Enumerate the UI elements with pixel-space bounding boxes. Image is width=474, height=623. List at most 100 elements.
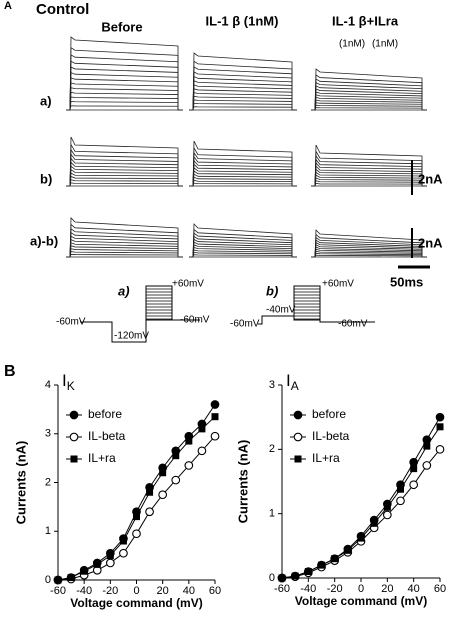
x-axis-label: Voltage command (mV) — [295, 594, 427, 608]
y-tick-label: 0 — [269, 572, 275, 584]
data-point — [397, 485, 404, 493]
column-header: IL-1 β (1nM) — [206, 13, 279, 28]
voltage-label: -60mV — [180, 315, 210, 326]
data-point — [106, 552, 114, 560]
legend-marker — [294, 455, 302, 463]
data-point — [210, 431, 220, 441]
data-point — [331, 555, 339, 563]
current-trace — [66, 105, 183, 111]
data-point — [145, 507, 154, 517]
data-point — [198, 425, 206, 433]
data-point — [172, 452, 180, 460]
data-point — [382, 510, 392, 520]
current-trace — [189, 106, 297, 111]
legend-label: before — [88, 407, 122, 421]
data-point — [171, 475, 181, 485]
data-point — [197, 446, 207, 456]
scale-label: 50ms — [390, 274, 423, 289]
chart-title: IK — [62, 371, 75, 393]
data-point — [105, 558, 115, 568]
title-main: I — [62, 371, 67, 390]
y-tick-label: 1 — [269, 508, 275, 520]
x-axis-label: Voltage command (mV) — [70, 596, 202, 610]
data-point — [304, 568, 312, 576]
data-point — [357, 534, 365, 542]
protocol-line — [80, 319, 200, 343]
data-point — [423, 442, 431, 450]
current-trace — [66, 96, 183, 111]
data-point — [184, 461, 194, 470]
current-trace — [311, 99, 427, 111]
x-tick-label: 0 — [358, 583, 364, 595]
scale-label: 2nA — [418, 235, 443, 250]
y-tick-label: 2 — [45, 476, 51, 488]
x-tick-label: -20 — [102, 585, 118, 597]
title-sub: K — [67, 379, 75, 393]
legend-label: IL+ra — [88, 451, 116, 465]
y-tick-label: 3 — [45, 428, 51, 440]
panel-label: A — [4, 0, 12, 12]
x-tick-label: 60 — [209, 585, 221, 597]
x-tick-label: 40 — [183, 585, 195, 597]
scale-label: 2nA — [418, 171, 443, 186]
current-trace — [66, 182, 183, 187]
current-trace — [189, 159, 297, 187]
legend-marker — [69, 432, 79, 442]
current-trace — [66, 179, 183, 187]
data-point — [210, 400, 220, 409]
current-trace — [66, 253, 183, 258]
data-point — [435, 444, 445, 454]
data-point — [132, 529, 141, 539]
legend-marker — [69, 410, 79, 420]
y-tick-label: 3 — [269, 379, 275, 391]
current-trace — [66, 235, 183, 258]
y-axis-label: Currents (nA) — [13, 441, 28, 525]
data-point — [158, 490, 168, 500]
current-trace — [189, 163, 297, 187]
voltage-label: -40mV — [266, 305, 296, 316]
data-point — [370, 519, 378, 527]
current-trace — [311, 180, 427, 187]
data-point — [93, 560, 101, 568]
protocol-label: a) — [118, 283, 130, 298]
protocol-label: b) — [266, 283, 278, 298]
data-point — [278, 574, 286, 582]
title-main: I — [286, 371, 291, 390]
series-line — [281, 416, 441, 579]
current-trace — [66, 46, 183, 111]
row-label: b) — [40, 171, 52, 186]
current-trace — [189, 182, 297, 187]
legend-marker — [70, 455, 78, 463]
legend-label: IL-beta — [88, 429, 126, 443]
data-point — [436, 423, 444, 431]
voltage-label: +60mV — [172, 279, 204, 290]
y-tick-label: 1 — [45, 525, 51, 537]
x-tick-label: -40 — [76, 585, 92, 597]
data-point — [396, 496, 405, 506]
legend-label: IL-beta — [312, 429, 350, 443]
voltage-label: -120mV — [114, 331, 149, 342]
current-trace — [66, 217, 183, 258]
y-tick-label: 0 — [45, 574, 51, 586]
x-tick-label: 60 — [434, 583, 446, 595]
data-point — [119, 537, 127, 545]
current-trace — [66, 87, 183, 111]
data-point — [409, 480, 419, 490]
data-point — [435, 412, 445, 422]
voltage-label: -60mV — [230, 319, 260, 330]
current-trace — [66, 143, 183, 187]
data-point — [146, 488, 154, 496]
current-trace — [66, 172, 183, 187]
column-note: (1nM) — [339, 39, 365, 50]
legend-label: IL+ra — [312, 451, 340, 465]
data-point — [383, 503, 391, 511]
current-trace — [189, 179, 297, 187]
x-tick-label: 40 — [408, 583, 420, 595]
data-point — [291, 572, 299, 580]
current-trace — [66, 72, 183, 111]
y-axis-label: Currents (nA) — [235, 440, 250, 524]
data-point — [133, 513, 140, 521]
data-point — [54, 576, 62, 584]
column-header: IL-1 β+ILra — [332, 13, 399, 28]
